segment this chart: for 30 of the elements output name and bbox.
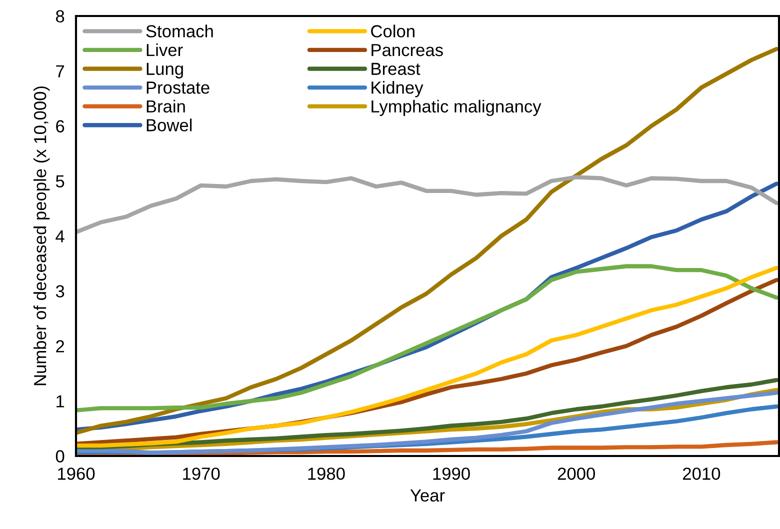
line-series	[76, 264, 779, 412]
legend-label: Colon	[371, 24, 414, 38]
y-tick-label: 8	[56, 10, 64, 22]
legend-label: Brain	[146, 100, 185, 113]
y-tick-label: 6	[56, 120, 64, 132]
y-tick-label: 3	[56, 285, 64, 298]
y-tick-label: 7	[56, 65, 64, 78]
legend-label: Bowel	[146, 118, 192, 132]
legend-label: Lymphatic malignancy	[372, 100, 542, 116]
x-tick-label: 2010	[683, 468, 720, 480]
x-tick-label: 1990	[433, 468, 470, 480]
x-tick-label: 1960	[58, 468, 95, 480]
x-axis-title: Year	[410, 489, 445, 502]
line-series	[76, 175, 779, 234]
y-tick-label: 0	[56, 450, 64, 462]
legend-label: Breast	[372, 62, 420, 76]
legend-label: Lung	[146, 62, 183, 78]
y-tick-label: 4	[56, 230, 64, 242]
y-tick-label: 2	[56, 340, 64, 352]
legend-label: Pancreas	[372, 44, 443, 56]
legend-label: Kidney	[372, 81, 424, 98]
legend-label: Liver	[146, 43, 183, 56]
legend-label: Stomach	[146, 24, 213, 38]
y-axis-title: Number of deceased people (x 10,000)	[33, 86, 50, 386]
y-tick-label: 1	[56, 395, 64, 408]
x-tick-label: 2000	[558, 468, 595, 480]
x-tick-label: 1970	[183, 468, 220, 480]
x-tick-label: 1980	[308, 468, 345, 480]
legend-label: Prostate	[146, 82, 210, 94]
y-tick-label: 5	[56, 175, 64, 188]
